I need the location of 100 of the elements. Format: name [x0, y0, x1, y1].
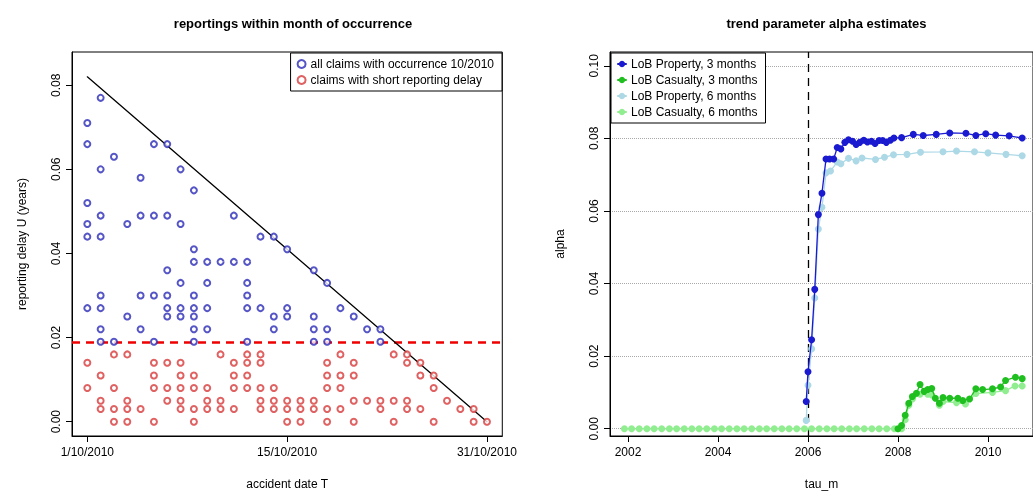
point	[778, 425, 786, 433]
point	[939, 394, 947, 402]
y-tick-label: 0.02	[587, 344, 601, 368]
point	[823, 425, 831, 433]
point	[815, 425, 823, 433]
point	[898, 134, 906, 142]
point	[972, 131, 980, 139]
point	[939, 148, 947, 156]
point	[658, 425, 666, 433]
y-tick-label: 0.06	[587, 198, 601, 223]
point	[845, 154, 852, 162]
point	[818, 189, 826, 197]
chart-title: reportings within month of occurrence	[173, 16, 413, 31]
point	[802, 416, 810, 424]
point	[740, 425, 748, 433]
point	[901, 411, 909, 419]
point	[748, 425, 756, 433]
point	[946, 129, 954, 137]
point	[883, 425, 891, 433]
legend-label: LoB Property, 6 months	[631, 89, 757, 103]
point	[755, 425, 763, 433]
point	[703, 425, 711, 433]
point	[1018, 375, 1026, 383]
point	[804, 368, 812, 376]
point	[650, 425, 658, 433]
point	[982, 130, 990, 138]
point	[811, 285, 819, 293]
x-tick-label: 2002	[614, 445, 642, 459]
point	[972, 385, 980, 393]
y-axis-title: reporting delay U (years)	[15, 177, 29, 311]
point	[953, 147, 960, 155]
point	[971, 148, 978, 156]
legend-label: all claims with occurrence 10/2010	[310, 57, 495, 71]
x-tick-label: 15/10/2010	[257, 445, 318, 459]
point	[959, 396, 967, 404]
point	[770, 425, 778, 433]
point	[997, 383, 1005, 391]
point	[1002, 387, 1010, 395]
point	[903, 150, 911, 158]
point	[785, 425, 793, 433]
point	[643, 425, 651, 433]
x-tick-label: 2006	[794, 445, 822, 459]
point	[898, 421, 906, 429]
y-tick-label: 0.08	[49, 73, 63, 97]
point	[1018, 382, 1026, 390]
y-tick-label: 0.02	[49, 325, 63, 350]
point	[830, 425, 838, 433]
point	[932, 130, 940, 138]
legend-label: LoB Casualty, 6 months	[631, 105, 758, 119]
x-tick-label: 2008	[884, 445, 912, 459]
point	[763, 425, 771, 433]
point	[635, 425, 643, 433]
x-tick-label: 1/10/2010	[60, 445, 115, 459]
point	[1018, 152, 1026, 160]
x-tick-label: 2010	[974, 445, 1002, 459]
point	[793, 425, 801, 433]
y-tick-label: 0.08	[587, 126, 601, 151]
point	[688, 425, 696, 433]
point	[814, 211, 822, 219]
point	[962, 129, 970, 137]
point	[872, 155, 879, 163]
y-axis-title: alpha	[553, 229, 567, 259]
point	[1002, 376, 1010, 384]
point	[827, 167, 834, 175]
x-tick-label: 2004	[704, 445, 732, 459]
point	[916, 380, 924, 388]
point	[733, 425, 741, 433]
point	[837, 160, 845, 168]
point	[912, 389, 920, 397]
point	[837, 145, 845, 153]
point	[1005, 132, 1013, 140]
legend-label: LoB Casualty, 3 months	[631, 73, 758, 87]
point	[992, 131, 1000, 139]
point	[979, 386, 987, 394]
point	[808, 425, 816, 433]
point	[919, 131, 927, 139]
point	[628, 425, 636, 433]
point	[695, 425, 703, 433]
point	[1018, 134, 1026, 142]
point	[868, 425, 876, 433]
y-tick-label: 0.10	[587, 53, 601, 78]
point	[845, 425, 853, 433]
y-tick-label: 0.00	[587, 416, 601, 441]
point	[680, 425, 688, 433]
point	[909, 130, 917, 138]
point	[853, 425, 861, 433]
x-axis-title: tau_m	[804, 477, 839, 491]
point	[1011, 373, 1019, 381]
point	[800, 425, 808, 433]
point	[665, 425, 673, 433]
point	[718, 425, 726, 433]
point	[852, 157, 860, 165]
point	[838, 425, 846, 433]
point	[881, 153, 888, 161]
point	[673, 425, 681, 433]
point	[725, 425, 733, 433]
point	[1002, 150, 1010, 158]
point	[928, 384, 936, 392]
point	[860, 425, 868, 433]
y-tick-label: 0.06	[49, 157, 63, 182]
